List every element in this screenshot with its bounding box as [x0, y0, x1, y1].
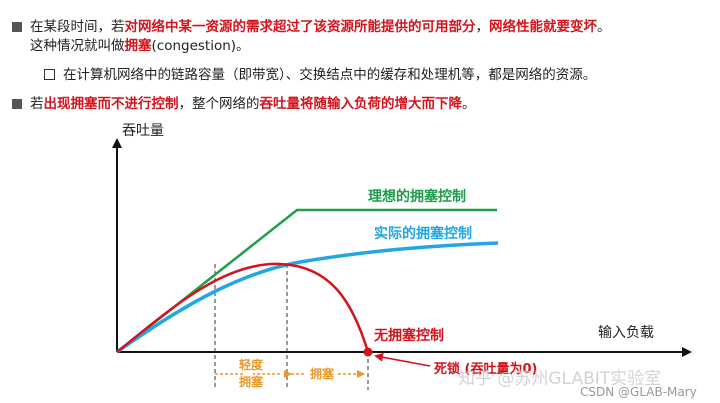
series-label-ideal: 理想的拥塞控制 — [368, 188, 466, 205]
watermark-zhihu: 知乎 @苏州GLABIT实验室 — [458, 369, 661, 389]
deadlock-point — [363, 347, 373, 357]
highlight-text: 对网络中某一资源的需求超过了该资源所能提供的可用部分 — [124, 19, 476, 35]
text-segment: 若 — [30, 96, 44, 112]
bullet-square-icon — [12, 99, 22, 109]
paragraph-1-line-1: 在某段时间，若对网络中某一资源的需求超过了该资源所能提供的可用部分，网络性能就要… — [12, 18, 611, 36]
deadlock-annotation: 死锁 (吞吐量为0) — [434, 361, 537, 377]
region-label-mild-line1: 轻度 — [239, 357, 264, 372]
no-control-curve — [116, 262, 370, 353]
watermark-csdn: CSDN @GLAB-Mary — [580, 385, 697, 399]
bullet-square-icon — [12, 22, 22, 32]
text-segment: 这种情况就叫做 — [30, 38, 125, 54]
region-label-mild-line2: 拥塞 — [239, 374, 264, 389]
highlight-text: 网络性能就要变坏 — [489, 19, 597, 35]
paragraph-2: 在计算机网络中的链路容量（即带宽）、交换结点中的缓存和处理机等，都是网络的资源。 — [44, 66, 596, 84]
highlight-text: 出现拥塞而不进行控制 — [43, 96, 179, 112]
text-segment: 在某段时间，若 — [30, 19, 125, 35]
text-segment: ，整个网络的 — [178, 96, 260, 112]
deadlock-arrow — [374, 352, 431, 367]
highlight-text: 吞吐量将随输入负荷的增大而下降 — [259, 96, 463, 112]
text-segment: ， — [475, 19, 490, 35]
text-segment: (congestion)。 — [151, 38, 250, 54]
highlight-text: 拥塞 — [124, 38, 152, 54]
x-axis-label: 输入负载 — [598, 325, 654, 341]
region-label-congestion: 拥塞 — [310, 366, 335, 381]
text-segment: 。 — [597, 19, 611, 35]
actual-control-curve — [115, 241, 499, 354]
text-segment: 。 — [462, 96, 476, 112]
series-label-actual: 实际的拥塞控制 — [374, 225, 472, 242]
series-label-no-control: 无拥塞控制 — [373, 327, 444, 344]
paragraph-3: 若出现拥塞而不进行控制，整个网络的吞吐量将随输入负荷的增大而下降。 — [12, 95, 476, 113]
paragraph-1-line-2: 这种情况就叫做拥塞(congestion)。 — [30, 37, 250, 55]
text-segment: 在计算机网络中的链路容量（即带宽）、交换结点中的缓存和处理机等，都是网络的资源。 — [63, 67, 597, 83]
y-axis-label: 吞吐量 — [122, 123, 164, 139]
bullet-box-icon — [44, 69, 55, 80]
